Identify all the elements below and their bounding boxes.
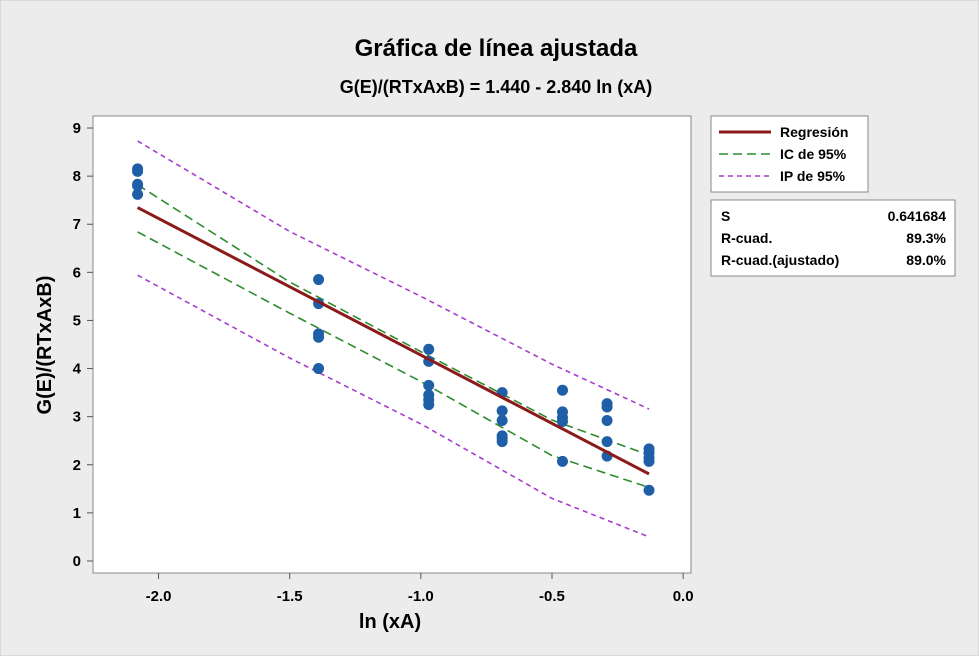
pi-lower-line — [137, 274, 650, 538]
data-point — [423, 399, 435, 411]
y-tick-label: 5 — [73, 312, 81, 329]
stats-table: S 0.641684 R-cuad. 89.3% R-cuad.(ajustado) 89… — [710, 199, 956, 277]
data-point — [423, 379, 435, 391]
stats-frame — [710, 199, 956, 277]
chart-subtitle: G(E)/(RTxAxB) = 1.440 - 2.840 ln (xA) — [340, 77, 653, 97]
data-point — [313, 274, 325, 286]
legend: Regresión IC de 95% IP de 95% — [710, 115, 869, 193]
data-point — [132, 188, 144, 200]
data-point — [601, 436, 613, 448]
interval-bands — [137, 140, 650, 538]
ci-upper-line — [137, 184, 650, 456]
stats-value: 89.3% — [906, 230, 946, 246]
data-point — [313, 363, 325, 375]
y-tick-label: 3 — [73, 409, 81, 426]
y-tick-label: 8 — [73, 168, 81, 185]
data-point — [601, 401, 613, 413]
stats-label: R-cuad. — [721, 230, 772, 246]
y-tick-label: 9 — [73, 120, 81, 137]
stats-value: 89.0% — [906, 252, 946, 268]
data-point — [496, 436, 508, 448]
data-point — [556, 384, 568, 396]
data-point — [556, 415, 568, 427]
data-point — [132, 165, 144, 177]
y-axis-label: G(E)/(RTxAxB) — [34, 276, 56, 415]
y-tick-label: 1 — [73, 505, 81, 522]
x-tick-label: -2.0 — [146, 588, 172, 605]
data-points — [132, 163, 655, 496]
pi-upper-line — [137, 140, 650, 410]
y-tick-label: 7 — [73, 216, 81, 233]
data-point — [643, 455, 655, 467]
regression-line-group — [136, 206, 650, 476]
y-tick-label: 4 — [73, 361, 82, 378]
x-tick-label: -1.5 — [277, 588, 303, 605]
chart-title: Gráfica de línea ajustada — [355, 35, 638, 62]
data-point — [423, 343, 435, 355]
legend-label: IC de 95% — [780, 146, 847, 162]
data-point — [496, 405, 508, 417]
x-axis: -2.0 -1.5 -1.0 -0.5 0.0 — [146, 573, 694, 605]
stats-label: S — [721, 208, 730, 224]
y-tick-label: 6 — [73, 264, 81, 281]
stats-value: 0.641684 — [888, 208, 947, 224]
data-point — [601, 415, 613, 427]
x-axis-label: ln (xA) — [359, 611, 421, 633]
legend-label: Regresión — [780, 124, 848, 140]
data-point — [556, 455, 568, 467]
plot-area — [92, 115, 692, 574]
y-tick-label: 0 — [73, 553, 81, 570]
legend-items: Regresión IC de 95% IP de 95% — [719, 124, 848, 184]
stats-label: R-cuad.(ajustado) — [721, 252, 839, 268]
legend-label: IP de 95% — [780, 168, 846, 184]
regression-line — [136, 206, 650, 476]
data-point — [132, 180, 144, 192]
x-tick-label: 0.0 — [673, 588, 694, 605]
stats-rows: S 0.641684 R-cuad. 89.3% R-cuad.(ajustado) 89… — [721, 208, 947, 268]
y-axis: 0 1 2 3 4 5 6 7 8 9 — [73, 120, 93, 570]
data-point — [313, 331, 325, 343]
x-tick-label: -1.0 — [408, 588, 434, 605]
x-tick-label: -0.5 — [539, 588, 565, 605]
data-point — [496, 415, 508, 427]
y-tick-label: 2 — [73, 457, 81, 474]
ci-lower-line — [137, 231, 650, 489]
data-point — [643, 484, 655, 496]
